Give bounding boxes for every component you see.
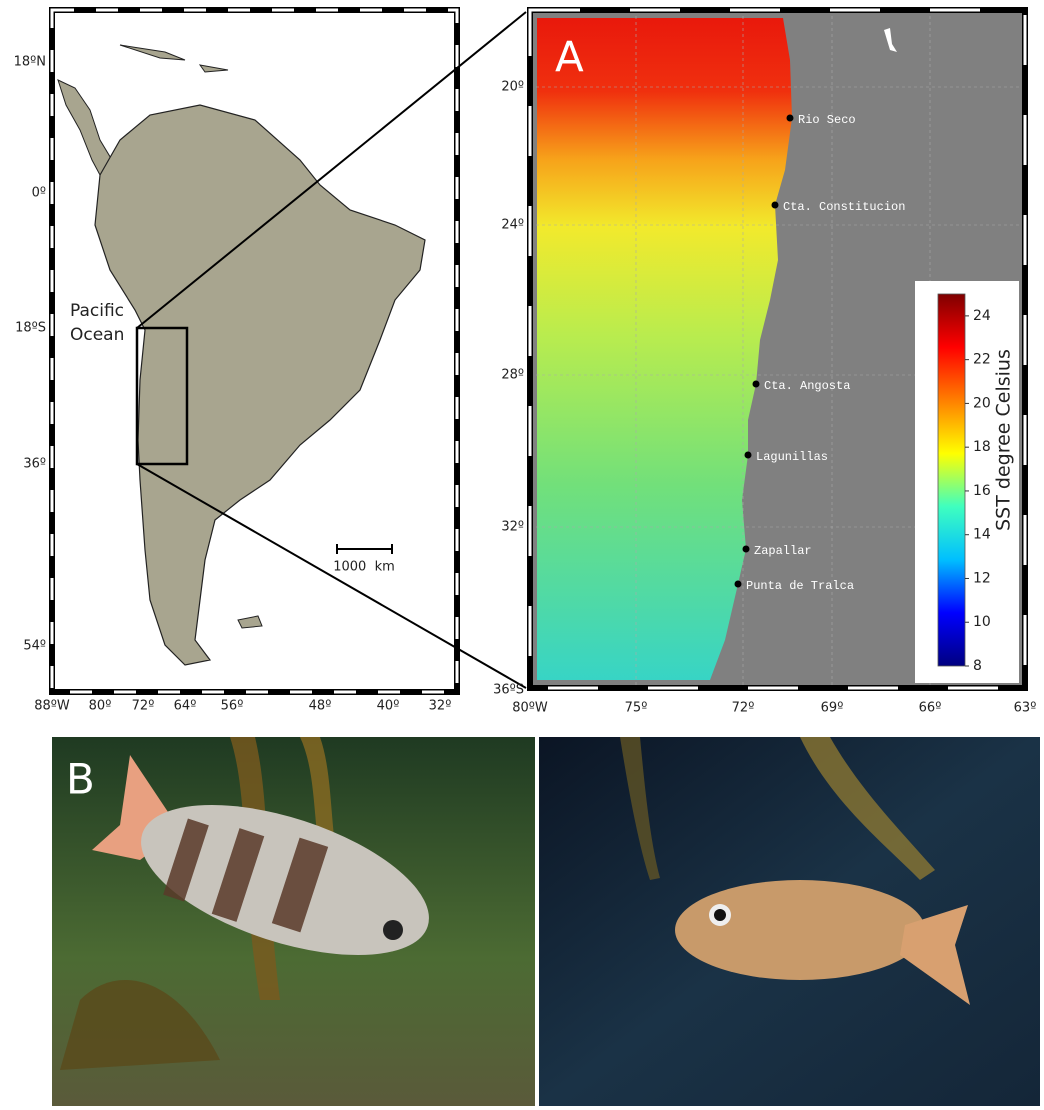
- lon-label: 72º: [732, 701, 755, 716]
- lon-label: 75º: [625, 701, 648, 716]
- panel-label: B: [66, 755, 95, 804]
- lon-label: 80ºW: [512, 701, 548, 716]
- lon-label: 64º: [174, 699, 197, 714]
- colorbar-tick-label: 16: [973, 483, 991, 499]
- site-marker: [753, 381, 760, 388]
- site-label: Cta. Constitucion: [783, 200, 905, 214]
- lat-label: 0º: [32, 186, 46, 201]
- lon-label: 40º: [377, 699, 400, 714]
- lat-label: 20º: [501, 80, 524, 95]
- lon-label: 80º: [89, 699, 112, 714]
- site-marker: [787, 115, 794, 122]
- site-marker: [735, 581, 742, 588]
- colorbar-tick-label: 20: [973, 395, 991, 411]
- colorbar: [938, 294, 965, 666]
- site-label: Cta. Angosta: [764, 379, 850, 393]
- lat-label: 28º: [501, 368, 524, 383]
- colorbar-tick-label: 22: [973, 352, 991, 368]
- colorbar-label: SST degree Celsius: [993, 349, 1015, 531]
- site-marker: [743, 546, 750, 553]
- site-label: Zapallar: [754, 544, 812, 558]
- panel-label: A: [555, 33, 584, 82]
- lon-label: 56º: [221, 699, 244, 714]
- fish-body: [675, 880, 925, 980]
- lat-label: 36ºS: [493, 683, 524, 698]
- lon-label: 66º: [919, 701, 942, 716]
- lat-label: 36º: [23, 457, 46, 472]
- site-label: Punta de Tralca: [746, 579, 854, 593]
- site-marker: [772, 202, 779, 209]
- colorbar-tick-label: 8: [973, 658, 982, 674]
- page: { "overview_map": { "lat_labels": ["18ºN…: [0, 0, 1044, 1106]
- ocean-label: Pacific: [70, 301, 124, 321]
- lon-label: 88ºW: [34, 699, 70, 714]
- lat-label: 54º: [23, 639, 46, 654]
- colorbar-tick-label: 12: [973, 570, 991, 586]
- figure: 1000 km Pacific Ocean A SST degree Celsi…: [0, 0, 1044, 1106]
- lon-label: 63º: [1014, 701, 1037, 716]
- lon-label: 48º: [309, 699, 332, 714]
- fish-pupil: [714, 909, 726, 921]
- panel-b: B: [52, 737, 1040, 1106]
- colorbar-tick-label: 24: [973, 308, 991, 324]
- lat-label: 32º: [501, 520, 524, 535]
- site-label: Rio Seco: [798, 113, 856, 127]
- ocean-label: Ocean: [70, 325, 124, 345]
- overview-map: 1000 km Pacific Ocean: [52, 10, 457, 692]
- lon-label: 69º: [821, 701, 844, 716]
- site-label: Lagunillas: [756, 450, 828, 464]
- lat-label: 18ºN: [14, 55, 46, 70]
- lon-label: 72º: [132, 699, 155, 714]
- lon-label: 32º: [429, 699, 452, 714]
- scale-label: 1000 km: [333, 560, 395, 575]
- colorbar-tick-label: 18: [973, 439, 991, 455]
- site-marker: [745, 452, 752, 459]
- colorbar-tick-label: 14: [973, 527, 991, 543]
- lat-label: 24º: [501, 218, 524, 233]
- lat-label: 18ºS: [15, 321, 46, 336]
- colorbar-tick-label: 10: [973, 614, 991, 630]
- fish-eye: [383, 920, 403, 940]
